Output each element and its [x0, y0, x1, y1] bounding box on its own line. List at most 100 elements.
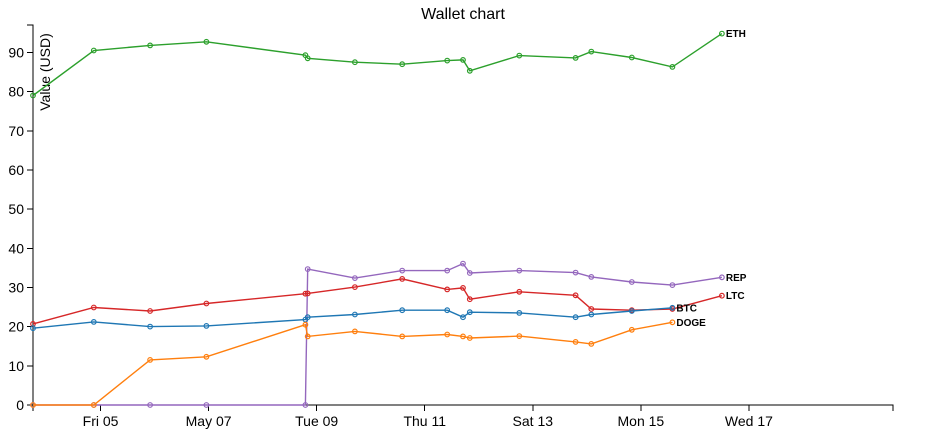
y-tick-label: 60 [8, 162, 24, 178]
data-point-rep[interactable] [304, 266, 311, 273]
data-point-btc[interactable] [516, 310, 523, 316]
data-point-eth[interactable] [466, 67, 473, 74]
series-line-btc [32, 307, 673, 329]
x-tick-label: Wed 17 [725, 413, 773, 429]
y-axis-domain [27, 24, 34, 406]
data-point-ltc[interactable] [147, 308, 154, 314]
data-point-btc[interactable] [304, 314, 311, 321]
data-point-btc[interactable] [466, 309, 473, 316]
data-point-ltc[interactable] [460, 285, 466, 291]
data-point-eth[interactable] [444, 57, 451, 64]
data-point-eth[interactable] [147, 42, 154, 49]
data-point-eth[interactable] [572, 55, 579, 61]
data-point-doge[interactable] [302, 321, 309, 328]
data-point-btc[interactable] [444, 307, 451, 314]
series-line-doge [33, 321, 673, 406]
data-point-rep[interactable] [302, 402, 309, 408]
data-point-ltc[interactable] [466, 296, 473, 303]
data-point-ltc[interactable] [588, 306, 595, 312]
y-tick-label: 20 [8, 319, 24, 335]
data-point-btc[interactable] [572, 314, 579, 321]
data-point-eth[interactable] [516, 52, 523, 59]
data-point-rep[interactable] [719, 274, 725, 281]
series-line-eth [32, 33, 723, 97]
series-label-ltc: LTC [726, 291, 745, 302]
data-point-eth[interactable] [399, 61, 406, 68]
y-axis: 0 10 20 30 40 50 60 70 80 90 [8, 24, 34, 413]
data-point-rep[interactable] [460, 260, 466, 267]
data-point-doge[interactable] [399, 333, 406, 340]
data-point-doge[interactable] [669, 319, 676, 326]
data-point-btc[interactable] [203, 323, 210, 329]
x-tick-label: May 07 [186, 413, 232, 429]
data-point-ltc[interactable] [719, 292, 725, 299]
data-point-eth[interactable] [460, 57, 466, 63]
y-axis-label: Value (USD) [37, 33, 53, 111]
data-point-eth[interactable] [669, 63, 676, 70]
data-point-btc[interactable] [460, 314, 466, 321]
data-point-eth[interactable] [30, 92, 36, 99]
data-point-doge[interactable] [628, 326, 635, 333]
series-line-rep [33, 262, 723, 406]
data-point-doge[interactable] [203, 353, 210, 360]
data-point-rep[interactable] [444, 267, 451, 274]
data-point-ltc[interactable] [90, 304, 97, 311]
data-point-btc[interactable] [147, 323, 154, 330]
data-point-ltc[interactable] [352, 284, 358, 291]
chart-title: Wallet chart [421, 6, 505, 23]
data-point-btc[interactable] [399, 307, 406, 314]
data-point-doge[interactable] [352, 328, 358, 335]
data-point-doge[interactable] [588, 341, 595, 347]
data-point-btc[interactable] [90, 319, 97, 325]
data-point-rep[interactable] [572, 269, 579, 276]
data-point-rep[interactable] [628, 279, 635, 285]
data-point-rep[interactable] [203, 402, 210, 408]
data-point-ltc[interactable] [203, 300, 210, 307]
data-point-ltc[interactable] [516, 288, 523, 295]
x-tick-label: Tue 09 [295, 413, 338, 429]
series-label-eth: ETH [726, 29, 746, 40]
data-point-rep[interactable] [588, 274, 595, 280]
data-point-eth[interactable] [352, 59, 358, 66]
data-point-rep[interactable] [352, 275, 358, 282]
data-point-rep[interactable] [516, 267, 523, 274]
data-point-eth[interactable] [588, 48, 595, 55]
data-point-eth[interactable] [90, 47, 97, 54]
data-point-ltc[interactable] [302, 290, 309, 297]
data-point-btc[interactable] [30, 325, 36, 332]
data-point-ltc[interactable] [444, 286, 451, 293]
data-point-doge[interactable] [572, 339, 579, 345]
y-tick-label: 30 [8, 279, 24, 295]
data-point-doge[interactable] [516, 333, 523, 340]
data-point-doge[interactable] [304, 333, 311, 340]
x-tick-label: Thu 11 [403, 413, 446, 429]
series-line-ltc [32, 278, 723, 325]
data-point-ltc[interactable] [399, 276, 406, 282]
x-tick-label: Fri 05 [83, 413, 119, 429]
y-tick-label: 10 [8, 358, 24, 374]
data-point-doge[interactable] [30, 402, 36, 408]
data-point-rep[interactable] [147, 402, 154, 408]
y-tick-label: 50 [8, 201, 24, 217]
data-point-btc[interactable] [352, 311, 358, 318]
data-point-btc[interactable] [588, 311, 595, 318]
y-tick-label: 0 [16, 397, 24, 413]
data-point-doge[interactable] [466, 335, 473, 341]
data-point-rep[interactable] [466, 270, 473, 276]
data-point-ltc[interactable] [572, 292, 579, 299]
data-point-eth[interactable] [304, 55, 311, 62]
data-point-eth[interactable] [203, 38, 210, 45]
data-point-doge[interactable] [460, 333, 466, 340]
data-point-rep[interactable] [669, 282, 676, 289]
data-point-btc[interactable] [669, 304, 676, 311]
data-point-eth[interactable] [628, 54, 635, 61]
data-point-doge[interactable] [444, 331, 451, 338]
data-point-rep[interactable] [399, 267, 406, 274]
data-point-doge[interactable] [90, 402, 97, 408]
data-point-ltc[interactable] [304, 290, 311, 297]
data-point-btc[interactable] [628, 308, 635, 314]
data-point-doge[interactable] [147, 357, 154, 363]
data-point-eth[interactable] [719, 30, 725, 37]
